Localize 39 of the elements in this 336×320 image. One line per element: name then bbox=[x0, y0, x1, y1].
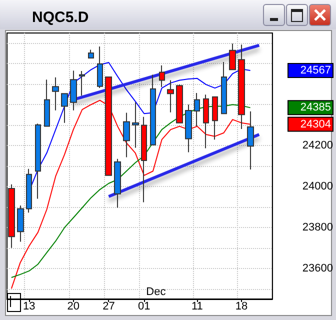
x-tick-label: 01 bbox=[138, 300, 150, 312]
candlestick bbox=[185, 104, 192, 153]
candlestick bbox=[97, 46, 103, 89]
candlestick bbox=[79, 70, 85, 96]
x-tick-label: 18 bbox=[235, 300, 248, 312]
candlestick bbox=[167, 80, 174, 113]
candlestick bbox=[247, 110, 254, 170]
text: 24385 bbox=[300, 102, 331, 114]
x-tick-label: 13 bbox=[22, 300, 36, 312]
candlestick bbox=[141, 116, 147, 203]
text: 24567 bbox=[300, 64, 331, 76]
y-tick-label: 23600 bbox=[302, 262, 334, 274]
candlestick bbox=[132, 102, 139, 148]
candlestick bbox=[44, 79, 50, 127]
candlestick bbox=[8, 184, 15, 248]
candlestick bbox=[114, 158, 121, 208]
y-tick-label: 24200 bbox=[302, 140, 334, 152]
candlestick bbox=[123, 112, 130, 158]
x-tick-label: 27 bbox=[102, 300, 115, 312]
candlestick bbox=[150, 74, 156, 146]
candlestick bbox=[26, 168, 32, 214]
annotation: Dec bbox=[146, 286, 166, 298]
candlestick bbox=[70, 70, 77, 111]
candlestick bbox=[17, 204, 24, 242]
text: 24304 bbox=[300, 118, 331, 130]
x-tick-label: 11 bbox=[192, 300, 203, 312]
candlestick bbox=[176, 84, 183, 124]
y-tick-label: 24000 bbox=[302, 180, 334, 192]
candlestick bbox=[229, 43, 236, 70]
candlestick bbox=[35, 123, 41, 200]
candlestick bbox=[159, 64, 165, 88]
candlestick bbox=[194, 92, 200, 127]
candlestick bbox=[61, 93, 68, 124]
candlestick bbox=[221, 62, 227, 114]
candlestick bbox=[88, 49, 94, 58]
candlestick bbox=[52, 76, 59, 111]
chart-title: NQC5.D bbox=[32, 9, 89, 26]
y-tick-label: 23800 bbox=[302, 221, 334, 234]
x-tick-label: 20 bbox=[67, 300, 80, 312]
